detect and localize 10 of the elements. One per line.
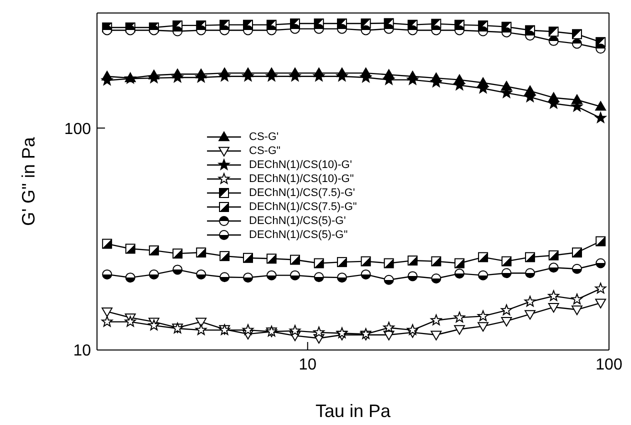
y-axis-title: G' G" in Pa bbox=[18, 136, 38, 226]
legend-label: CS-G' bbox=[249, 130, 279, 144]
legend-label: DEChN(1)/CS(5)-G' bbox=[249, 214, 346, 228]
x-axis-title: Tau in Pa bbox=[315, 401, 392, 421]
legend-label: DEChN(1)/CS(5)-G" bbox=[249, 228, 348, 242]
legend-label: DEChN(1)/CS(7.5)-G' bbox=[249, 186, 356, 200]
legend-label: DEChN(1)/CS(7.5)-G" bbox=[249, 200, 357, 214]
legend-label: DEChN(1)/CS(10)-G' bbox=[249, 158, 352, 172]
legend-label: DEChN(1)/CS(10)-G" bbox=[249, 172, 354, 186]
legend-label: CS-G" bbox=[249, 144, 280, 158]
